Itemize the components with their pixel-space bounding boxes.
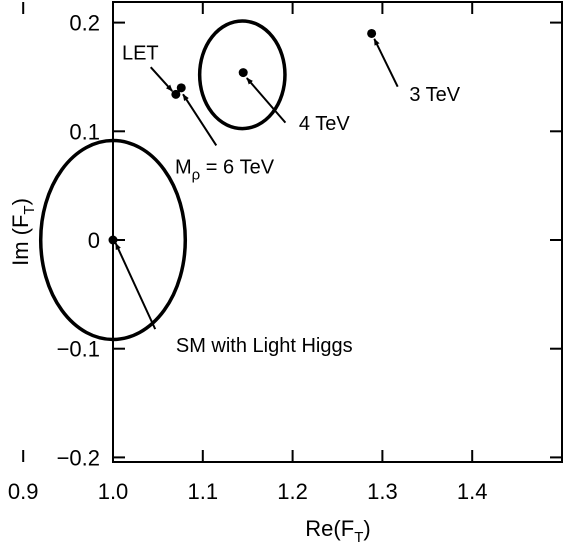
annotation-text: 4 TeV: [299, 113, 350, 135]
data-point: [171, 89, 181, 99]
annotation-arrow: [373, 38, 399, 88]
y-axis-title: Im (FT): [8, 198, 38, 266]
annotation-text: LET: [122, 43, 159, 65]
x-tick-label: 1.1: [188, 479, 219, 504]
y-axis-title-main: Im (F: [8, 215, 33, 266]
x-axis-ticks: 0.9 1.0 1.1 1.2 1.3 1.4: [8, 2, 488, 504]
confidence-ellipse: [38, 138, 188, 342]
annotation-text: SM with Light Higgs: [176, 335, 353, 357]
annotation-label: 3 TeV: [409, 84, 460, 106]
annotations: SM with Light Higgs 4 TeV 3 TeV LET Mρ = 6 T…: [122, 43, 461, 357]
y-tick-label: −0.1: [57, 337, 100, 362]
x-axis-title-close: ): [363, 516, 370, 541]
y-axis-ticks: −0.2 −0.1 0 0.1 0.2: [57, 11, 562, 470]
data-points: [108, 28, 377, 245]
annotation-arrow: [149, 66, 174, 92]
x-axis-title-main: Re(F: [305, 516, 354, 541]
plot-frame: [112, 1, 563, 463]
annotation-arrows: [114, 38, 399, 330]
annotation-text: 3 TeV: [409, 84, 460, 106]
y-tick-label: 0.2: [69, 11, 100, 36]
y-axis-title-sub: T: [21, 205, 38, 214]
x-axis-title: Re(FT): [305, 516, 370, 546]
annotation-arrow: [114, 242, 157, 330]
annotation-label: Mρ = 6 TeV: [175, 157, 275, 184]
annotation-arrow: [246, 77, 287, 124]
y-tick-label: 0: [88, 228, 100, 253]
confidence-ellipses: [38, 19, 287, 342]
annotation-text: M: [175, 157, 192, 179]
data-point: [108, 235, 118, 245]
data-point: [238, 68, 248, 78]
y-axis-title-close: ): [8, 198, 33, 205]
y-tick-label: −0.2: [57, 445, 100, 470]
annotation-arrow: [182, 93, 218, 146]
x-axis-title-sub: T: [354, 529, 363, 546]
confidence-ellipse: [197, 19, 287, 131]
x-tick-label: 1.4: [457, 479, 488, 504]
x-tick-label: 0.9: [8, 479, 39, 504]
data-point: [367, 28, 377, 38]
annotation-label: SM with Light Higgs: [176, 335, 353, 357]
x-tick-label: 1.2: [277, 479, 308, 504]
annotation-label: 4 TeV: [299, 113, 350, 135]
annotation-tail: = 6 TeV: [200, 157, 275, 179]
x-tick-label: 1.0: [98, 479, 129, 504]
data-point: [176, 83, 186, 93]
annotation-subscript: ρ: [192, 167, 201, 184]
y-tick-label: 0.1: [69, 119, 100, 144]
x-tick-label: 1.3: [367, 479, 398, 504]
annotation-label: LET: [122, 43, 159, 65]
